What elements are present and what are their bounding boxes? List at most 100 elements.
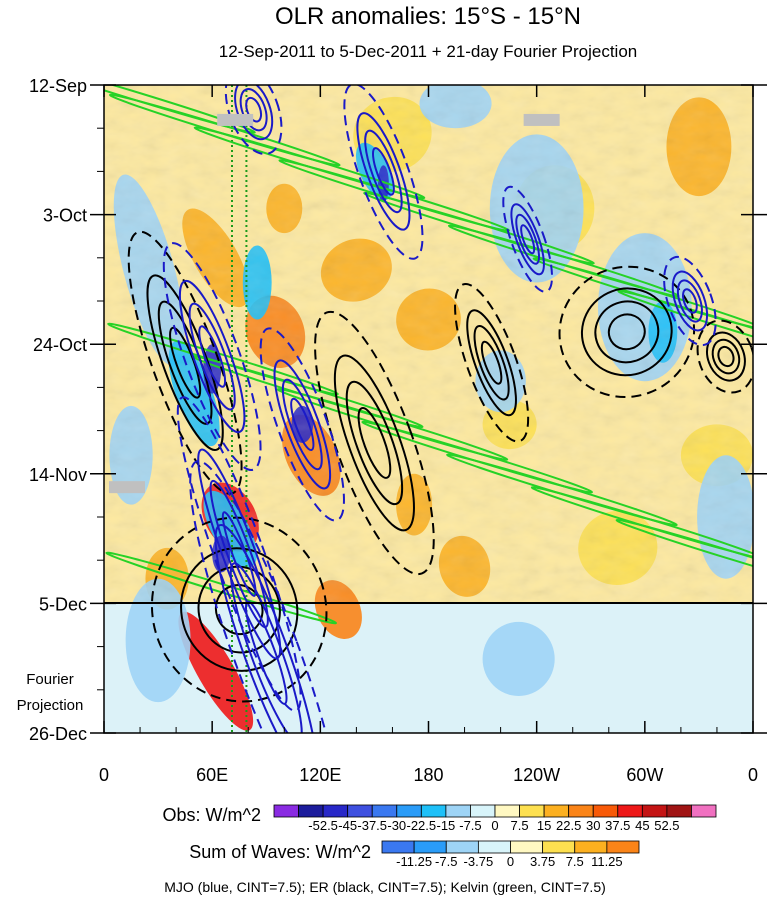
obs-colorbar-swatch	[298, 804, 324, 818]
waves-colorbar-swatch	[477, 840, 511, 854]
mjo-contour	[510, 203, 545, 276]
er-contour	[466, 309, 517, 417]
missing-data-patches	[109, 113, 560, 494]
obs-colorbar-tick-label: 15	[537, 818, 551, 833]
er-contour-dashed	[696, 319, 753, 394]
obs-colorbar-swatch	[691, 804, 717, 818]
obs-colorbar-tick-label: 30	[586, 818, 600, 833]
x-tick-label: 0	[99, 765, 109, 785]
er-contour	[706, 331, 746, 382]
obs-colorbar-swatch	[519, 804, 545, 818]
mjo-contour-dashed	[663, 255, 717, 347]
mjo-contour	[290, 397, 315, 452]
mjo-contour-dashed	[189, 460, 344, 733]
x-tick-label: 60W	[626, 765, 663, 785]
projection-label-line2: Projection	[17, 697, 84, 714]
obs-colorbar-swatch	[568, 804, 594, 818]
kelvin-contour	[615, 518, 753, 592]
mjo-contour	[273, 359, 332, 490]
obs-colorbar-swatch	[322, 804, 349, 818]
waves-colorbar-tick-label: 3.75	[530, 854, 555, 869]
missing-data-patch	[217, 113, 254, 126]
er-contour-dashed	[314, 310, 435, 576]
obs-colorbar-tick-label: -30	[387, 818, 406, 833]
mjo-contour	[682, 288, 698, 314]
obs-colorbar-swatch	[371, 804, 398, 818]
waves-colorbar-swatch	[606, 840, 640, 854]
y-tick-label: 24-Oct	[33, 335, 87, 355]
er-contour	[594, 300, 660, 364]
obs-colorbar-label: Obs: W/m^2	[163, 805, 261, 825]
waves-colorbar-tick-label: -7.5	[435, 854, 457, 869]
y-tick-label: 3-Oct	[43, 206, 87, 226]
x-tick-label: 60E	[196, 765, 228, 785]
mjo-contour	[671, 270, 709, 332]
y-tick-label: 12-Sep	[29, 76, 87, 96]
waves-colorbar: -11.25 -7.5 -3.75 0 3.75 7.5 11.25	[381, 840, 640, 869]
er-contour	[480, 340, 503, 385]
x-axis: 0 60E 120E 180 120W 60W 0	[99, 85, 758, 785]
er-contour	[473, 324, 510, 401]
missing-data-patch	[109, 481, 145, 494]
x-tick-label: 180	[413, 765, 443, 785]
er-contour	[580, 287, 673, 377]
kelvin-contour	[617, 290, 753, 363]
obs-colorbar-tick-label: -7.5	[459, 818, 481, 833]
er-contour	[607, 313, 646, 351]
mjo-contour	[239, 88, 268, 132]
er-contour	[333, 354, 415, 532]
mjo-contour	[515, 213, 541, 265]
obs-colorbar-swatch	[470, 804, 496, 818]
waves-colorbar-label: Sum of Waves: W/m^2	[189, 842, 371, 862]
mjo-contour-dashed	[502, 185, 554, 293]
y-tick-label: 26-Dec	[29, 724, 87, 744]
mjo-contour	[520, 224, 536, 255]
obs-colorbar-tick-label: -15	[436, 818, 455, 833]
mjo-contour	[214, 523, 318, 733]
waves-colorbar-swatch	[413, 840, 447, 854]
y-axis: 12-Sep 3-Oct 24-Oct 14-Nov 5-Dec 26-Dec	[29, 76, 767, 744]
mjo-contour-dashed	[259, 327, 345, 522]
mjo-contour	[244, 600, 288, 705]
missing-data-patch	[523, 113, 560, 126]
obs-colorbar-swatch	[347, 804, 373, 818]
obs-colorbar-swatch	[396, 804, 422, 818]
obs-colorbar-swatch	[445, 804, 471, 818]
er-contour	[146, 274, 224, 452]
er-contour	[180, 547, 299, 672]
obs-colorbar-tick-label: 7.5	[511, 818, 529, 833]
obs-colorbar-swatch	[666, 804, 692, 818]
obs-colorbar-tick-label: -52.5	[308, 818, 338, 833]
er-contour	[717, 345, 735, 368]
mjo-contour	[229, 562, 303, 733]
waves-colorbar-swatch	[510, 840, 544, 854]
waves-colorbar-swatch	[542, 840, 576, 854]
mjo-contour	[356, 112, 411, 231]
chart-title: OLR anomalies: 15°S - 15°N	[275, 3, 581, 30]
waves-colorbar-tick-label: 11.25	[591, 854, 623, 869]
y-tick-label: 5-Dec	[39, 594, 87, 614]
waves-colorbar-tick-label: -11.25	[396, 854, 432, 869]
mjo-contour	[281, 378, 323, 471]
obs-colorbar-tick-label: 22.5	[556, 818, 581, 833]
obs-colorbar-swatch	[543, 804, 570, 818]
er-contour	[345, 380, 404, 506]
mjo-contour	[178, 279, 246, 434]
obs-colorbar-swatch	[617, 804, 643, 818]
obs-colorbar-swatch	[494, 804, 520, 818]
waves-colorbar-tick-label: 7.5	[566, 854, 584, 869]
reference-longitude-lines	[230, 85, 248, 733]
obs-colorbar-tick-label: -37.5	[357, 818, 387, 833]
obs-colorbar-tick-label: -22.5	[407, 818, 437, 833]
mjo-contour	[676, 279, 703, 323]
mjo-contour	[188, 302, 236, 411]
waves-colorbar-swatch	[574, 840, 608, 854]
obs-colorbar: -52.5 -45 -37.5 -30 -22.5 -15 -7.5 0 7.5 15 22.5 30…	[273, 804, 717, 833]
mjo-contour	[198, 325, 227, 388]
obs-colorbar-tick-label: -45	[338, 818, 357, 833]
mjo-contour-dashed	[176, 396, 302, 712]
er-contour-dashed	[454, 282, 530, 443]
obs-colorbar-tick-label: 0	[491, 818, 498, 833]
y-tick-label: 14-Nov	[29, 465, 87, 485]
